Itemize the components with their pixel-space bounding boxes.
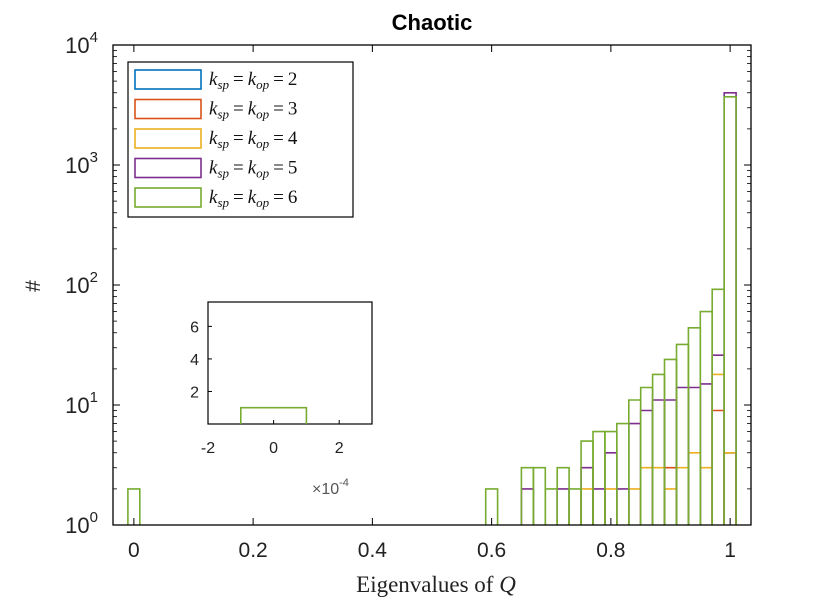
bar-series1-1 (723, 452, 737, 525)
x-tick-label-4: 0.8 (596, 539, 625, 562)
inset-x-multiplier: ×10-4 (312, 477, 349, 498)
legend-label-3: ksp = kop = 4 (209, 128, 298, 151)
bar-series5-5 (544, 488, 558, 525)
bar-series5-19 (711, 288, 725, 525)
bar-series5-16 (675, 343, 690, 525)
bar-series2-3 (723, 452, 737, 525)
bar-series5-9 (592, 430, 606, 525)
x-axis-ticks: 0 0.2 0.4 0.6 0.8 1 (128, 45, 736, 562)
bar-series3-10 (711, 373, 725, 525)
x-tick-label-0: 0 (128, 539, 140, 562)
bar-series4-6 (616, 488, 630, 525)
bar-series3-4 (639, 466, 654, 525)
bar-series5-10 (604, 430, 618, 525)
bar-series3-9 (699, 466, 713, 525)
x-axis-label-var: Q (499, 572, 516, 597)
bar-series2-1 (663, 466, 678, 525)
x-tick-label-2: 0.4 (358, 539, 388, 562)
legend: ksp = kop = 2 ksp = kop = 3 ksp = kop = 4 ksp = kop = 5 ksp =… (127, 61, 354, 218)
bar-series5-6 (556, 466, 570, 525)
inset-x-tick-label-2: 2 (335, 440, 344, 457)
y-tick-label-2: 102 (65, 269, 98, 298)
inset-y-tick-label-1: 4 (190, 352, 199, 369)
bar-series5-11 (616, 422, 630, 525)
bar-series4-10 (663, 399, 678, 525)
inset-frame (207, 301, 373, 425)
x-axis-label-text: Eigenvalues of (356, 572, 494, 597)
legend-box (127, 61, 354, 218)
y-tick-label-4: 104 (65, 29, 98, 58)
bar-series5-2 (484, 488, 499, 525)
bar-series5-14 (651, 373, 666, 525)
bar-series5-3 (520, 466, 535, 525)
legend-label-4: ksp = kop = 5 (209, 158, 297, 181)
bar-series5-20 (723, 96, 737, 525)
bar-series5-13 (639, 386, 654, 525)
legend-swatch-4 (134, 157, 202, 179)
bar-series3-1 (580, 488, 594, 525)
bar-series3-7 (675, 466, 690, 525)
bar-series4-3 (580, 466, 594, 525)
bar-series5-8 (580, 440, 594, 525)
bar-series4-13 (699, 383, 713, 525)
legend-swatch-3 (134, 128, 202, 149)
bar-series4-12 (687, 386, 702, 525)
inset-x-tick-label-1: 0 (269, 440, 278, 457)
legend-swatch-2 (134, 98, 202, 120)
bar-series3-11 (723, 452, 737, 525)
legend-label-5: ksp = kop = 6 (209, 187, 297, 210)
y-tick-label-1: 101 (65, 389, 98, 418)
bar-series3-3 (628, 488, 642, 525)
legend-swatch-5 (134, 187, 202, 208)
bar-series4-9 (651, 399, 666, 525)
bar-series5-18 (699, 310, 713, 525)
bar-series4-2 (556, 488, 570, 525)
x-tick-label-3: 0.6 (477, 539, 506, 562)
chart-title: Chaotic (392, 10, 473, 35)
bar-series4-1 (520, 488, 535, 525)
bar-series3-6 (663, 488, 678, 525)
bar-series5-7 (568, 488, 582, 525)
inset-y-tick-label-0: 2 (190, 384, 199, 401)
y-tick-label-0: 100 (65, 509, 98, 538)
bar-series4-14 (711, 354, 725, 525)
bar-series5-4 (532, 466, 547, 525)
bar-series4-4 (592, 488, 606, 525)
inset-bar-1-1 (240, 406, 308, 424)
y-tick-label-3: 103 (65, 149, 98, 178)
inset-histogram: -2 0 2 2 4 6 ×10-4 (190, 301, 373, 498)
legend-label-1: ksp = kop = 2 (209, 69, 297, 92)
bar-series5-12 (628, 399, 642, 525)
legend-swatch-1 (134, 69, 202, 90)
inset-x-tick-label-0: -2 (201, 440, 215, 457)
bar-series4-7 (628, 422, 642, 525)
legend-label-2: ksp = kop = 3 (209, 99, 297, 122)
histogram-bars (127, 92, 737, 525)
bar-series4-11 (675, 386, 690, 525)
y-axis-label: # (22, 280, 45, 292)
bar-series5-17 (687, 327, 702, 525)
x-tick-label-1: 0.2 (239, 539, 268, 562)
bar-series3-5 (651, 466, 666, 525)
bar-series5-1 (127, 488, 141, 525)
bar-series2-2 (711, 409, 725, 525)
x-axis-label: Eigenvalues of Q (356, 572, 516, 597)
bar-series4-15 (723, 92, 737, 525)
x-tick-label-5: 1 (724, 539, 736, 562)
inset-y-tick-label-2: 6 (190, 319, 199, 336)
bar-series3-8 (687, 452, 702, 525)
bar-series5-15 (663, 358, 678, 525)
y-axis-ticks: 100 101 102 103 104 (65, 29, 751, 538)
